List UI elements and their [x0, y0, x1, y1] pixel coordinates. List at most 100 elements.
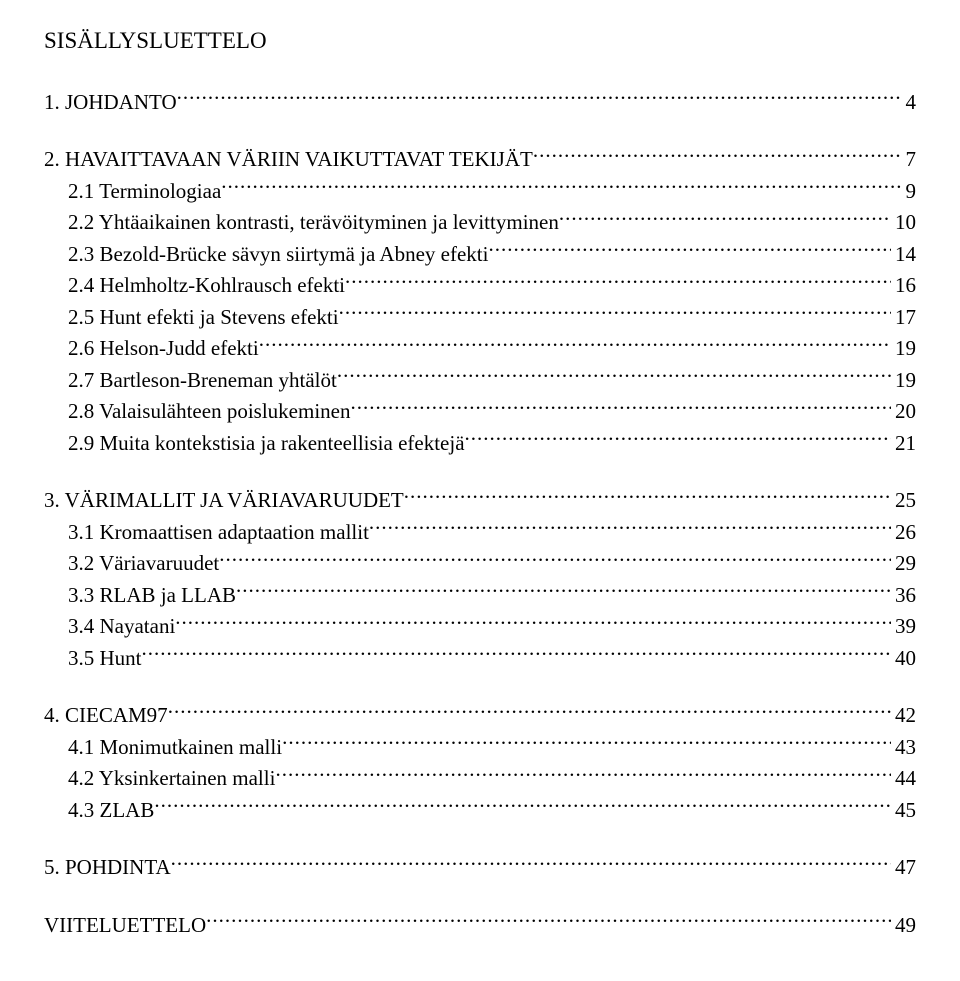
toc-label: 3.2 Väriavaruudet — [68, 548, 219, 580]
toc-label: 2. HAVAITTAVAAN VÄRIIN VAIKUTTAVAT TEKIJ… — [44, 144, 533, 176]
toc-leader-dots — [219, 549, 891, 570]
toc-page-number: 17 — [891, 302, 916, 334]
toc-page-number: 36 — [891, 580, 916, 612]
toc-page-number: 25 — [891, 485, 916, 517]
toc-leader-dots — [488, 240, 891, 261]
toc-page-number: 40 — [891, 643, 916, 675]
toc-line: 2.5 Hunt efekti ja Stevens efekti 17 — [44, 302, 916, 334]
section-gap — [44, 674, 916, 700]
toc-leader-dots — [236, 581, 891, 602]
toc-leader-dots — [175, 612, 891, 633]
toc-leader-dots — [206, 911, 891, 932]
toc-line: 5. POHDINTA 47 — [44, 852, 916, 884]
toc-leader-dots — [337, 366, 891, 387]
toc-page-number: 45 — [891, 795, 916, 827]
toc-label: 2.1 Terminologiaa — [68, 176, 221, 208]
toc-line: 3. VÄRIMALLIT JA VÄRIAVARUUDET 25 — [44, 485, 916, 517]
toc-page-number: 47 — [891, 852, 916, 884]
toc-label: 3.5 Hunt — [68, 643, 142, 675]
toc-label: 1. JOHDANTO — [44, 87, 177, 119]
toc-page-number: 42 — [891, 700, 916, 732]
toc-leader-dots — [282, 733, 891, 754]
document-page: SISÄLLYSLUETTELO 1. JOHDANTO 4 2. HAVAITTA… — [0, 0, 960, 981]
toc-page-number: 20 — [891, 396, 916, 428]
toc-page-number: 19 — [891, 365, 916, 397]
toc-line: 4. CIECAM97 42 — [44, 700, 916, 732]
toc-page-number: 14 — [891, 239, 916, 271]
toc-line: 2.1 Terminologiaa 9 — [44, 176, 916, 208]
toc-leader-dots — [275, 764, 891, 785]
toc-label: 2.8 Valaisulähteen poislukeminen — [68, 396, 350, 428]
toc-page-number: 7 — [902, 144, 917, 176]
toc-leader-dots — [177, 88, 902, 109]
toc-line: 2.6 Helson-Judd efekti 19 — [44, 333, 916, 365]
toc-leader-dots — [142, 644, 892, 665]
toc-line: 2.2 Yhtäaikainen kontrasti, terävöitymin… — [44, 207, 916, 239]
toc-line: 3.4 Nayatani 39 — [44, 611, 916, 643]
toc-line: 4.1 Monimutkainen malli 43 — [44, 732, 916, 764]
toc-page-number: 44 — [891, 763, 916, 795]
toc-leader-dots — [465, 429, 891, 450]
toc-label: 4.1 Monimutkainen malli — [68, 732, 282, 764]
toc-label: 2.6 Helson-Judd efekti — [68, 333, 259, 365]
toc-page-number: 9 — [902, 176, 917, 208]
toc-line: 3.5 Hunt 40 — [44, 643, 916, 675]
toc-line: 4.2 Yksinkertainen malli 44 — [44, 763, 916, 795]
toc-page-number: 39 — [891, 611, 916, 643]
section-gap — [44, 884, 916, 910]
toc-leader-dots — [533, 145, 902, 166]
toc-label: 4.2 Yksinkertainen malli — [68, 763, 275, 795]
toc-leader-dots — [345, 271, 891, 292]
toc-leader-dots — [171, 853, 891, 874]
toc-label: 3.3 RLAB ja LLAB — [68, 580, 236, 612]
toc-label: 4. CIECAM97 — [44, 700, 168, 732]
table-of-contents: 1. JOHDANTO 4 2. HAVAITTAVAAN VÄRIIN VAIKU… — [44, 87, 916, 942]
toc-page-number: 4 — [902, 87, 917, 119]
toc-label: VIITELUETTELO — [44, 910, 206, 942]
toc-label: 3.4 Nayatani — [68, 611, 175, 643]
toc-page-number: 43 — [891, 732, 916, 764]
toc-leader-dots — [221, 177, 901, 198]
toc-label: 2.2 Yhtäaikainen kontrasti, terävöitymin… — [68, 207, 559, 239]
toc-line: 3.1 Kromaattisen adaptaation mallit 26 — [44, 517, 916, 549]
toc-line: 3.2 Väriavaruudet 29 — [44, 548, 916, 580]
toc-line: 4.3 ZLAB 45 — [44, 795, 916, 827]
toc-line: 1. JOHDANTO 4 — [44, 87, 916, 119]
toc-label: 2.4 Helmholtz-Kohlrausch efekti — [68, 270, 345, 302]
toc-label: 2.9 Muita kontekstisia ja rakenteellisia… — [68, 428, 465, 460]
toc-page-number: 10 — [891, 207, 916, 239]
toc-label: 2.7 Bartleson-Breneman yhtälöt — [68, 365, 337, 397]
toc-page-number: 26 — [891, 517, 916, 549]
toc-leader-dots — [259, 334, 891, 355]
toc-page-number: 21 — [891, 428, 916, 460]
toc-line: 3.3 RLAB ja LLAB 36 — [44, 580, 916, 612]
toc-label: 3. VÄRIMALLIT JA VÄRIAVARUUDET — [44, 485, 404, 517]
toc-line: VIITELUETTELO 49 — [44, 910, 916, 942]
toc-line: 2.8 Valaisulähteen poislukeminen 20 — [44, 396, 916, 428]
section-gap — [44, 826, 916, 852]
page-title: SISÄLLYSLUETTELO — [44, 24, 916, 59]
toc-label: 3.1 Kromaattisen adaptaation mallit — [68, 517, 369, 549]
toc-label: 5. POHDINTA — [44, 852, 171, 884]
toc-leader-dots — [350, 397, 891, 418]
toc-leader-dots — [559, 208, 891, 229]
toc-line: 2.3 Bezold-Brücke sävyn siirtymä ja Abne… — [44, 239, 916, 271]
toc-leader-dots — [168, 701, 891, 722]
toc-label: 2.5 Hunt efekti ja Stevens efekti — [68, 302, 339, 334]
toc-leader-dots — [154, 796, 891, 817]
toc-line: 2.4 Helmholtz-Kohlrausch efekti 16 — [44, 270, 916, 302]
toc-label: 4.3 ZLAB — [68, 795, 154, 827]
toc-leader-dots — [369, 518, 891, 539]
toc-page-number: 19 — [891, 333, 916, 365]
toc-page-number: 29 — [891, 548, 916, 580]
toc-line: 2. HAVAITTAVAAN VÄRIIN VAIKUTTAVAT TEKIJ… — [44, 144, 916, 176]
section-gap — [44, 459, 916, 485]
toc-label: 2.3 Bezold-Brücke sävyn siirtymä ja Abne… — [68, 239, 488, 271]
toc-line: 2.7 Bartleson-Breneman yhtälöt 19 — [44, 365, 916, 397]
toc-line: 2.9 Muita kontekstisia ja rakenteellisia… — [44, 428, 916, 460]
section-gap — [44, 118, 916, 144]
toc-page-number: 16 — [891, 270, 916, 302]
toc-page-number: 49 — [891, 910, 916, 942]
toc-leader-dots — [339, 303, 891, 324]
toc-leader-dots — [404, 486, 891, 507]
